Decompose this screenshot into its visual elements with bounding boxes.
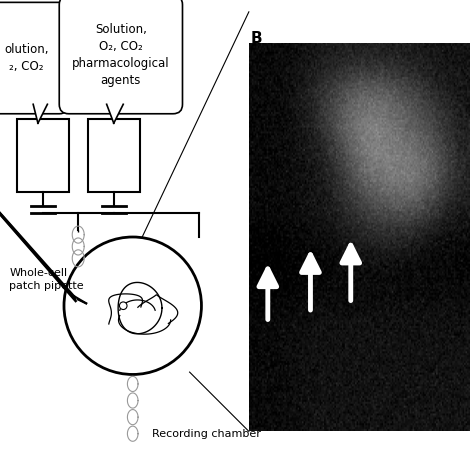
Text: olution,
₂, CO₂: olution, ₂, CO₂ (4, 43, 48, 73)
Text: Recording chamber: Recording chamber (152, 428, 261, 439)
Polygon shape (33, 104, 47, 123)
Text: Solution,
O₂, CO₂
pharmacological
agents: Solution, O₂, CO₂ pharmacological agents (72, 22, 170, 87)
FancyBboxPatch shape (0, 2, 69, 114)
Circle shape (64, 237, 201, 374)
FancyBboxPatch shape (59, 0, 182, 114)
Text: Whole-cell
patch pipette: Whole-cell patch pipette (9, 268, 84, 291)
Bar (17, 118, 69, 192)
Text: B: B (250, 31, 262, 46)
Circle shape (119, 302, 127, 310)
Polygon shape (107, 104, 123, 123)
Bar (88, 118, 140, 192)
